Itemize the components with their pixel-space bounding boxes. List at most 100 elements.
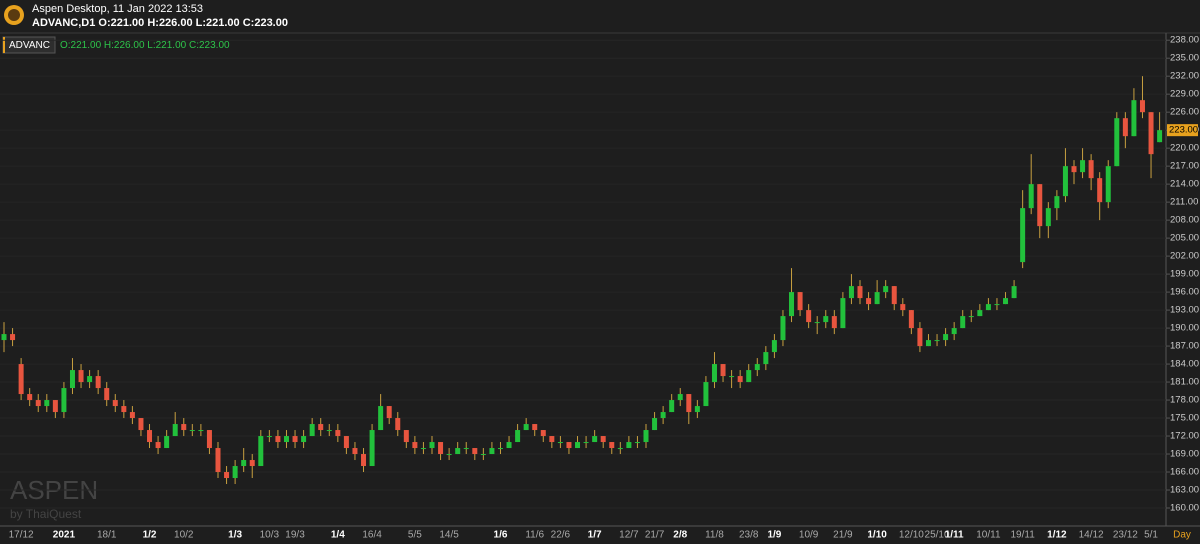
candle-body xyxy=(763,352,769,365)
symbol: ADVANC xyxy=(9,40,50,51)
y-tick-label: 178.00 xyxy=(1170,395,1199,406)
candle-body xyxy=(129,412,135,419)
candle-body xyxy=(831,316,837,329)
candle-body xyxy=(283,436,289,443)
y-tick-label: 217.00 xyxy=(1170,161,1199,172)
candle-body xyxy=(557,442,563,444)
y-tick-label: 172.00 xyxy=(1170,431,1199,442)
candle-body xyxy=(335,430,341,437)
candle-body xyxy=(275,436,281,443)
candle-body xyxy=(446,454,452,456)
candle-body xyxy=(583,442,589,444)
x-tick-label: 21/7 xyxy=(645,530,665,541)
candle-body xyxy=(515,430,521,443)
candle-body xyxy=(489,448,495,455)
candle-body xyxy=(138,418,144,431)
x-tick-label: 1/6 xyxy=(494,530,508,541)
candle-body xyxy=(52,400,58,413)
candle-body xyxy=(480,454,486,456)
candle-body xyxy=(361,454,367,467)
x-tick-label: 10/3 xyxy=(260,530,280,541)
y-tick-label: 202.00 xyxy=(1170,251,1199,262)
candle-body xyxy=(1028,184,1034,209)
candle-body xyxy=(626,442,632,449)
candle-body xyxy=(994,304,1000,306)
x-tick-label: 11/8 xyxy=(705,530,724,541)
last-price-label: 223.00 xyxy=(1169,125,1198,136)
candle-body xyxy=(1105,166,1111,203)
candle-body xyxy=(943,334,949,341)
candle-body xyxy=(420,448,426,450)
x-tick-label: 19/3 xyxy=(285,530,305,541)
x-tick-label: 1/2 xyxy=(143,530,157,541)
candle-body xyxy=(925,340,931,347)
x-tick-label: 10/9 xyxy=(799,530,819,541)
x-tick-label: 1/10 xyxy=(867,530,887,541)
candle-body xyxy=(472,448,478,455)
y-tick-label: 184.00 xyxy=(1170,359,1199,370)
y-tick-label: 187.00 xyxy=(1170,341,1199,352)
candle-body xyxy=(232,466,238,479)
y-tick-label: 220.00 xyxy=(1170,143,1199,154)
candle-body xyxy=(566,442,572,449)
y-tick-label: 226.00 xyxy=(1170,107,1199,118)
candle-body xyxy=(386,406,392,419)
x-tick-label: 2/8 xyxy=(673,530,687,541)
candle-body xyxy=(95,376,101,389)
candle-body xyxy=(18,364,24,395)
candle-body xyxy=(206,430,212,449)
candle-body xyxy=(412,442,418,449)
x-tick-label: 25/10 xyxy=(925,530,950,541)
candle-body xyxy=(609,442,615,449)
candle-body xyxy=(44,400,50,407)
candle-body xyxy=(617,448,623,450)
candle-body xyxy=(172,424,178,437)
candle-body xyxy=(61,388,67,413)
candle-body xyxy=(814,322,820,324)
candle-body xyxy=(27,394,33,401)
y-tick-label: 232.00 xyxy=(1170,71,1199,82)
candle-body xyxy=(703,382,709,407)
candle-body xyxy=(429,442,435,449)
candle-body xyxy=(523,424,529,431)
candle-body xyxy=(224,472,230,479)
candle-body xyxy=(737,376,743,383)
candle-body xyxy=(643,430,649,443)
y-tick-label: 166.00 xyxy=(1170,467,1199,478)
candle-body xyxy=(797,292,803,311)
x-tick-label: 21/9 xyxy=(833,530,853,541)
candle-body xyxy=(634,442,640,444)
candle-body xyxy=(497,448,503,450)
x-tick-label: 1/7 xyxy=(588,530,602,541)
candle-body xyxy=(1131,100,1137,137)
candle-body xyxy=(1114,118,1120,167)
candle-body xyxy=(438,442,444,455)
candle-body xyxy=(694,406,700,413)
candle-body xyxy=(960,316,966,329)
candle-body xyxy=(669,400,675,413)
candle-body xyxy=(318,424,324,431)
candle-body xyxy=(985,304,991,311)
y-tick-label: 229.00 xyxy=(1170,89,1199,100)
x-tick-label: 17/12 xyxy=(9,530,34,541)
candle-body xyxy=(369,430,375,467)
candle-body xyxy=(840,298,846,329)
candle-body xyxy=(660,412,666,419)
app-title: Aspen Desktop, 11 Jan 2022 13:53 xyxy=(32,3,203,15)
candle-body xyxy=(69,370,75,389)
candle-body xyxy=(1054,196,1060,209)
y-tick-label: 160.00 xyxy=(1170,503,1199,514)
x-tick-label: 1/11 xyxy=(945,530,964,541)
candle-body xyxy=(309,424,315,437)
candle-body xyxy=(977,310,983,317)
x-tick-label: 2021 xyxy=(53,530,76,541)
candle-body xyxy=(1011,286,1017,299)
x-tick-label: 23/8 xyxy=(739,530,759,541)
y-tick-label: 238.00 xyxy=(1170,35,1199,46)
candle-body xyxy=(181,424,187,431)
candle-body xyxy=(891,286,897,305)
x-tick-label: 12/7 xyxy=(619,530,639,541)
candle-body xyxy=(1037,184,1043,227)
